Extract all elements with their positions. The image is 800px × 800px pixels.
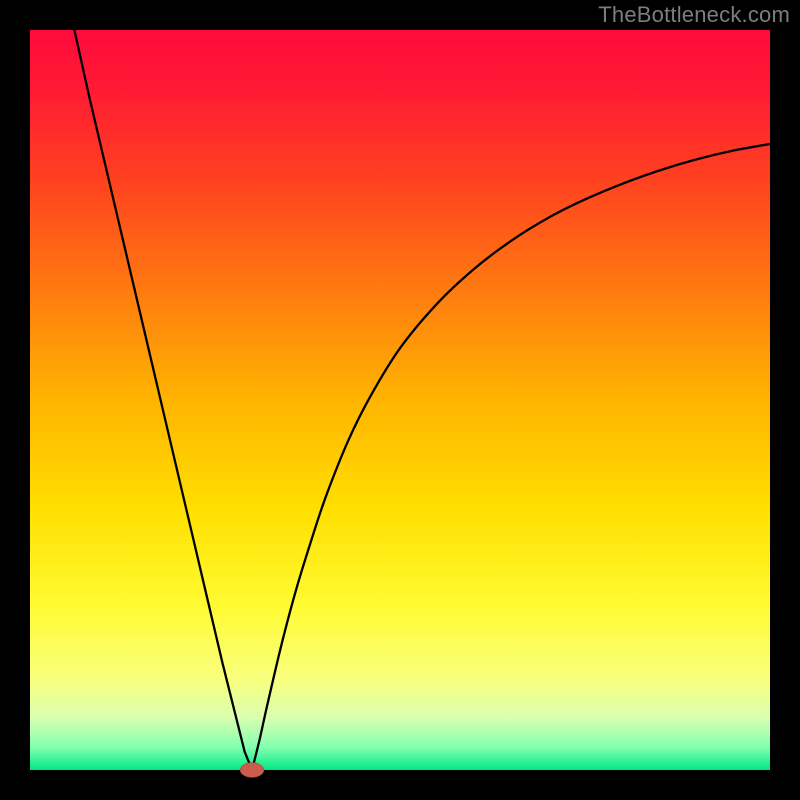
minimum-marker — [240, 763, 264, 778]
bottleneck-chart — [0, 0, 800, 800]
watermark-text: TheBottleneck.com — [598, 2, 790, 28]
plot-background — [30, 30, 770, 770]
chart-container: TheBottleneck.com — [0, 0, 800, 800]
